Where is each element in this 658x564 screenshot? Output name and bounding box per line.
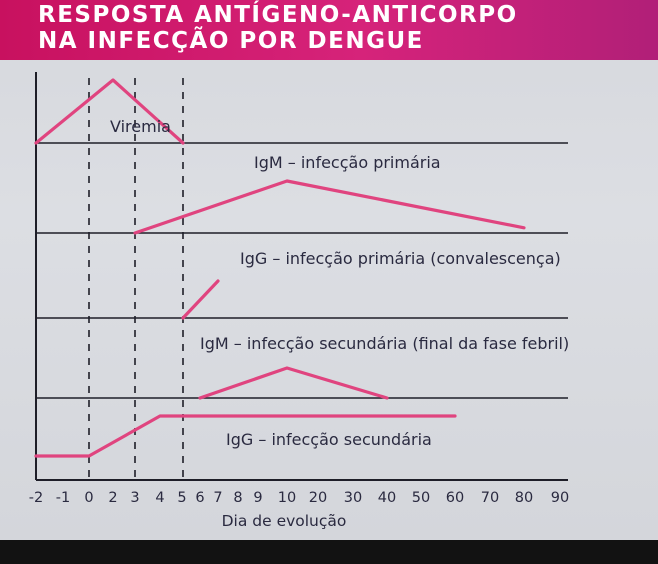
title-line-1: RESPOSTA ANTÍGENO-ANTICORPO [38, 2, 518, 28]
x-tick-label: 2 [108, 490, 117, 506]
series-label-igg-secondary: IgG – infecção secundária [226, 430, 432, 449]
series-line-igm-primary [133, 179, 526, 235]
x-tick-label: 0 [84, 490, 93, 506]
x-tick-label: 50 [412, 490, 430, 506]
x-tick-label: 7 [213, 490, 222, 506]
series-line-viremia [34, 78, 185, 145]
title-line-2: NA INFECÇÃO POR DENGUE [38, 28, 424, 54]
x-tick-label: 4 [155, 490, 164, 506]
series-label-viremia: Viremia [110, 117, 171, 136]
bottom-strip [0, 540, 658, 564]
x-tick-label: 5 [177, 490, 186, 506]
x-axis-title: Dia de evolução [222, 512, 347, 530]
x-tick-label: -2 [29, 490, 43, 506]
series-label-igm-primary: IgM – infecção primária [254, 153, 441, 172]
series-label-igm-secondary: IgM – infecção secundária (final da fase… [200, 334, 569, 353]
x-tick-label: 20 [309, 490, 327, 506]
x-tick-label: 40 [378, 490, 396, 506]
x-tick-label: 9 [253, 490, 262, 506]
x-tick-label: 8 [233, 490, 242, 506]
x-tick-label: 30 [344, 490, 362, 506]
series-label-igg-primary: IgG – infecção primária (convalescença) [240, 249, 561, 268]
title-bar: RESPOSTA ANTÍGENO-ANTICORPO NA INFECÇÃO … [0, 0, 658, 60]
series-line-igg-secondary [34, 414, 457, 458]
x-tick-label: 80 [515, 490, 533, 506]
x-tick-label: 70 [481, 490, 499, 506]
x-tick-label: 60 [446, 490, 464, 506]
x-tick-label: 90 [551, 490, 569, 506]
x-tick-label: 10 [278, 490, 296, 506]
x-tick-label: 6 [195, 490, 204, 506]
slide: RESPOSTA ANTÍGENO-ANTICORPO NA INFECÇÃO … [0, 0, 658, 540]
antigen-antibody-chart: Viremia IgM – infecção primária IgG – infe… [29, 72, 569, 530]
series-line-igm-secondary [198, 366, 389, 400]
x-tick-label: 3 [130, 490, 139, 506]
x-tick-label: -1 [56, 490, 70, 506]
series-line-igg-primary [181, 279, 220, 320]
